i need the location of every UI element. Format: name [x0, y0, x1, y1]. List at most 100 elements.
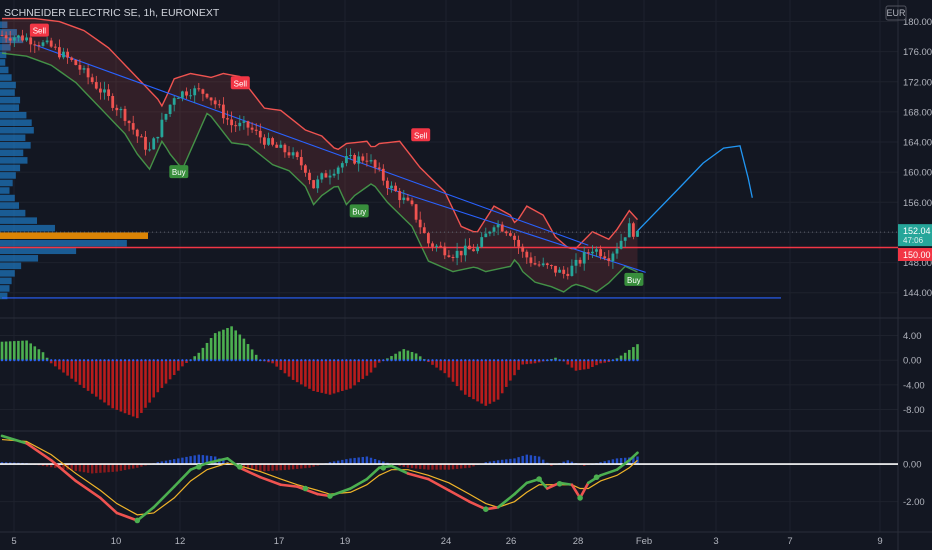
- squeeze-dot: [558, 359, 561, 362]
- squeeze-dot: [148, 359, 151, 362]
- wave-cross-dot: [536, 476, 542, 482]
- oscillator-bar: [160, 461, 164, 465]
- squeeze-dot: [156, 359, 159, 362]
- squeeze-dot: [492, 359, 496, 362]
- price-tick-label: 176.00: [903, 47, 932, 58]
- oscillator-bar: [168, 459, 172, 465]
- squeeze-dot: [251, 359, 254, 362]
- wave-fast-segment: [615, 458, 631, 471]
- sell-badge[interactable]: [230, 76, 250, 90]
- price-tick-label: 156.00: [903, 198, 932, 209]
- squeeze-dot: [378, 359, 381, 362]
- price-layer[interactable]: Sell Sell Sell Buy Buy Buy: [0, 17, 898, 299]
- support-badge: [898, 248, 932, 262]
- oscillator-bar: [312, 464, 315, 467]
- buy-badge[interactable]: [349, 204, 369, 218]
- oscillator-bar: [222, 460, 225, 465]
- momentum-bar: [140, 360, 143, 413]
- momentum-bar: [591, 360, 594, 367]
- volume-profile-bar: [0, 104, 20, 111]
- time-tick-label: 3: [713, 536, 718, 547]
- candle-body: [611, 253, 615, 262]
- currency-box: [885, 5, 907, 21]
- candle-body: [316, 179, 320, 189]
- buy-signal[interactable]: Buy: [169, 165, 189, 179]
- candle-body: [308, 172, 311, 181]
- squeeze-dot: [480, 359, 483, 362]
- candle-body: [623, 237, 627, 241]
- momentum-bar: [226, 328, 229, 361]
- squeeze-dot: [427, 359, 430, 362]
- oscillator-panel[interactable]: [0, 434, 898, 524]
- momentum-bar: [283, 360, 287, 374]
- candle-body: [123, 108, 127, 121]
- axis-layer: 144.00148.00152.00156.00160.00164.00168.…: [11, 17, 932, 547]
- squeeze-dot: [447, 359, 450, 362]
- candle-body: [336, 167, 340, 174]
- momentum-bar: [230, 326, 233, 361]
- oscillator-bar: [103, 464, 106, 473]
- oscillator-bar: [255, 464, 258, 471]
- candle-body: [349, 154, 352, 157]
- squeeze-dot: [349, 359, 352, 362]
- squeeze-dot: [300, 359, 303, 362]
- momentum-bar: [357, 360, 360, 383]
- volume-profile-bar: [0, 194, 15, 202]
- momentum-bar: [99, 360, 102, 400]
- volume-profile-bar: [0, 277, 12, 285]
- sell-signal[interactable]: Sell: [230, 76, 250, 90]
- squeeze-dot: [402, 359, 405, 362]
- sell-signal[interactable]: Sell: [411, 128, 431, 142]
- momentum-panel[interactable]: [0, 326, 639, 419]
- oscillator-bar: [484, 462, 487, 465]
- momentum-bar: [341, 360, 344, 392]
- sell-signal[interactable]: Sell: [29, 23, 49, 37]
- time-tick-label: 26: [506, 536, 517, 547]
- sell-badge[interactable]: [411, 128, 431, 142]
- momentum-bar: [25, 340, 28, 361]
- wave-fast-segment: [406, 472, 430, 481]
- momentum-bar: [291, 360, 295, 380]
- oscillator-bar: [0, 462, 4, 465]
- supertrend-band: [2, 18, 638, 292]
- squeeze-dot: [304, 359, 307, 362]
- oscillator-bar: [410, 464, 414, 469]
- momentum-bar: [271, 360, 274, 364]
- oscillator-bar: [566, 460, 569, 465]
- wave-fast-segment: [513, 481, 529, 496]
- squeeze-dot: [620, 359, 623, 362]
- buy-badge[interactable]: [624, 272, 644, 286]
- squeeze-dot: [583, 359, 586, 362]
- oscillator-bar: [291, 464, 295, 470]
- candle-body: [8, 38, 12, 41]
- squeeze-dot: [398, 359, 401, 362]
- buy-signal[interactable]: Buy: [624, 272, 644, 286]
- wave-fast-segment: [599, 468, 619, 477]
- buy-badge[interactable]: [169, 165, 189, 179]
- candle-body: [74, 59, 78, 65]
- sell-badge[interactable]: [29, 23, 49, 37]
- time-tick-label: 17: [274, 536, 285, 547]
- squeeze-dot: [152, 359, 155, 362]
- time-tick-label: 12: [175, 536, 186, 547]
- oscillator-bar: [246, 464, 250, 470]
- squeeze-dot: [394, 359, 397, 362]
- squeeze-dot: [390, 359, 393, 362]
- oscillator-bar: [406, 464, 410, 468]
- oscillator-bar: [533, 455, 537, 465]
- buy-signal[interactable]: Buy: [349, 204, 369, 218]
- momentum-bar: [476, 360, 479, 402]
- momentum-bar: [168, 360, 172, 380]
- momentum-bar: [123, 360, 127, 414]
- momentum-bar: [328, 360, 332, 395]
- momentum-bar: [525, 360, 529, 365]
- squeeze-dot: [562, 359, 565, 362]
- wave-fast-segment: [172, 468, 192, 488]
- candle-body: [4, 35, 8, 39]
- oscillator-bar: [435, 464, 438, 470]
- candle-body: [25, 37, 28, 41]
- candle-body: [599, 249, 602, 257]
- squeeze-dot: [263, 359, 266, 362]
- oscillator-bar: [271, 464, 274, 471]
